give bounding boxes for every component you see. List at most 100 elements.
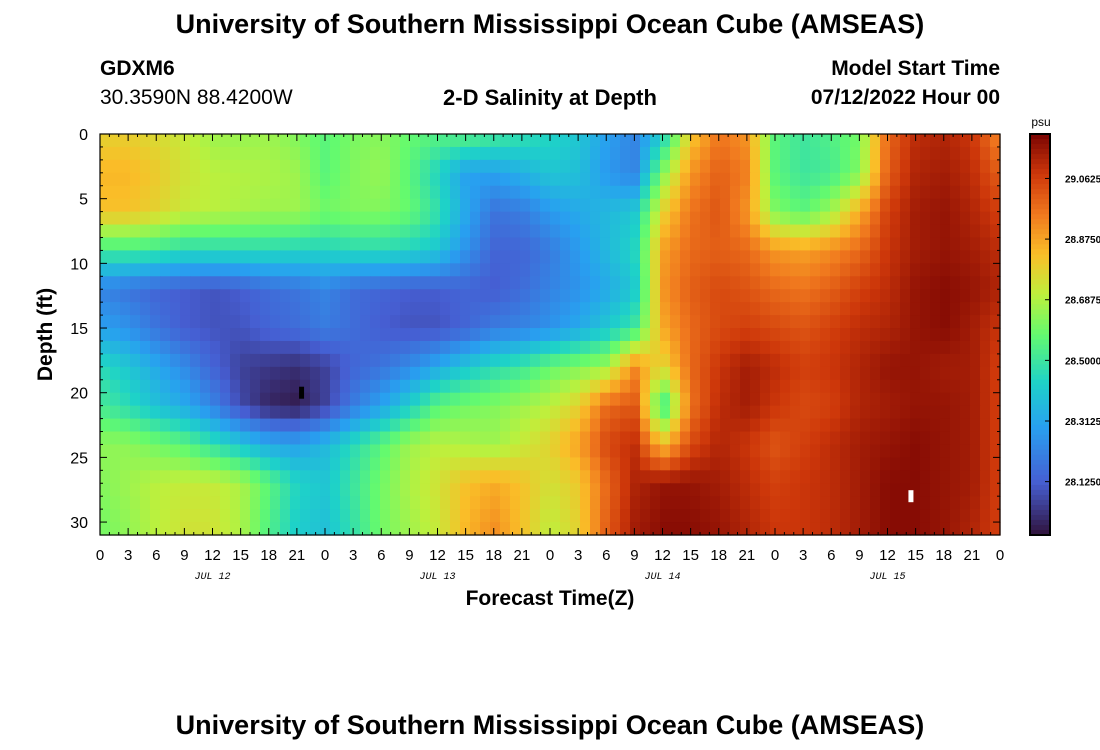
- heatmap-cell: [200, 405, 211, 420]
- heatmap-cell: [140, 392, 151, 407]
- heatmap-cell: [950, 211, 961, 226]
- heatmap-cell: [500, 172, 511, 187]
- heatmap-cell: [760, 340, 771, 355]
- heatmap-cell: [740, 522, 751, 536]
- heatmap-cell: [470, 185, 481, 200]
- heatmap-cell: [800, 470, 811, 484]
- heatmap-cell: [330, 172, 341, 187]
- heatmap-cell: [180, 418, 191, 433]
- colorbar-swatch: [1030, 409, 1050, 416]
- heatmap-cell: [590, 276, 601, 290]
- heatmap-cell: [550, 470, 561, 484]
- heatmap-cell: [740, 159, 751, 174]
- heatmap-cell: [890, 224, 901, 239]
- heatmap-cell: [840, 263, 851, 277]
- heatmap-cell: [400, 250, 411, 264]
- heatmap-cell: [120, 159, 131, 174]
- heatmap-cell: [660, 496, 671, 510]
- heatmap-cell: [550, 340, 561, 355]
- heatmap-cell: [270, 276, 281, 290]
- heatmap-cell: [480, 496, 491, 510]
- heatmap-cell: [250, 483, 261, 497]
- heatmap-cell: [620, 198, 631, 213]
- heatmap-cell: [870, 146, 881, 161]
- heatmap-cell: [630, 522, 641, 536]
- heatmap-cell: [250, 340, 261, 355]
- heatmap-cell: [700, 340, 711, 355]
- heatmap-cell: [670, 315, 681, 329]
- heatmap-cell: [700, 185, 711, 200]
- heatmap-cell: [690, 146, 701, 161]
- heatmap-cell: [240, 340, 251, 355]
- heatmap-cell: [240, 198, 251, 213]
- heatmap-cell: [520, 185, 531, 200]
- heatmap-cell: [570, 289, 581, 303]
- heatmap-cell: [960, 198, 971, 213]
- heatmap-cell: [530, 289, 541, 303]
- heatmap-cell: [120, 405, 131, 420]
- heatmap-cell: [570, 444, 581, 458]
- heatmap-cell: [710, 392, 721, 407]
- heatmap-cell: [790, 134, 801, 148]
- heatmap-cell: [320, 198, 331, 213]
- heatmap-cell: [580, 134, 591, 148]
- heatmap-cell: [280, 211, 291, 226]
- heatmap-cell: [300, 353, 311, 368]
- heatmap-cell: [190, 392, 201, 407]
- heatmap-cell: [610, 289, 621, 303]
- heatmap-cell: [240, 237, 251, 252]
- heatmap-cell: [990, 250, 1001, 264]
- heatmap-cell: [650, 496, 661, 510]
- heatmap-cell: [380, 263, 391, 277]
- heatmap-cell: [780, 263, 791, 277]
- heatmap-cell: [160, 263, 171, 277]
- heatmap-cell: [790, 159, 801, 174]
- heatmap-cell: [930, 302, 941, 316]
- heatmap-cell: [170, 431, 181, 446]
- heatmap-cell: [220, 198, 231, 213]
- heatmap-cell: [450, 444, 461, 458]
- heatmap-cell: [240, 379, 251, 394]
- heatmap-cell: [530, 418, 541, 433]
- heatmap-cell: [300, 522, 311, 536]
- heatmap-cell: [730, 263, 741, 277]
- heatmap-cell: [150, 340, 161, 355]
- heatmap-cell: [230, 418, 241, 433]
- heatmap-cell: [700, 224, 711, 239]
- heatmap-cell: [920, 146, 931, 161]
- heatmap-cell: [690, 470, 701, 484]
- heatmap-cell: [790, 496, 801, 510]
- heatmap-cell: [450, 470, 461, 484]
- heatmap-cell: [410, 302, 421, 316]
- heatmap-cell: [590, 250, 601, 264]
- heatmap-cell: [440, 509, 451, 523]
- heatmap-cell: [920, 444, 931, 458]
- heatmap-cell: [290, 237, 301, 252]
- heatmap-cell: [700, 405, 711, 420]
- heatmap-cell: [170, 522, 181, 536]
- heatmap-cell: [240, 522, 251, 536]
- heatmap-cell: [900, 353, 911, 368]
- heatmap-cell: [390, 198, 401, 213]
- heatmap-cell: [660, 509, 671, 523]
- heatmap-cell: [190, 224, 201, 239]
- heatmap-cell: [990, 185, 1001, 200]
- heatmap-cell: [690, 418, 701, 433]
- colorbar-swatch: [1030, 179, 1050, 185]
- heatmap-cell: [150, 185, 161, 200]
- heatmap-cell: [190, 134, 201, 148]
- heatmap-cell: [410, 146, 421, 161]
- heatmap-cell: [700, 328, 711, 342]
- colorbar-swatch: [1030, 159, 1050, 165]
- heatmap-cell: [100, 289, 111, 303]
- heatmap-cell: [430, 276, 441, 290]
- heatmap-cell: [210, 134, 221, 148]
- heatmap-cell: [290, 211, 301, 226]
- heatmap-cell: [330, 315, 341, 329]
- heatmap-cell: [460, 237, 471, 252]
- heatmap-cell: [510, 405, 521, 420]
- heatmap-cell: [220, 250, 231, 264]
- heatmap-cell: [110, 134, 121, 148]
- heatmap-cell: [700, 263, 711, 277]
